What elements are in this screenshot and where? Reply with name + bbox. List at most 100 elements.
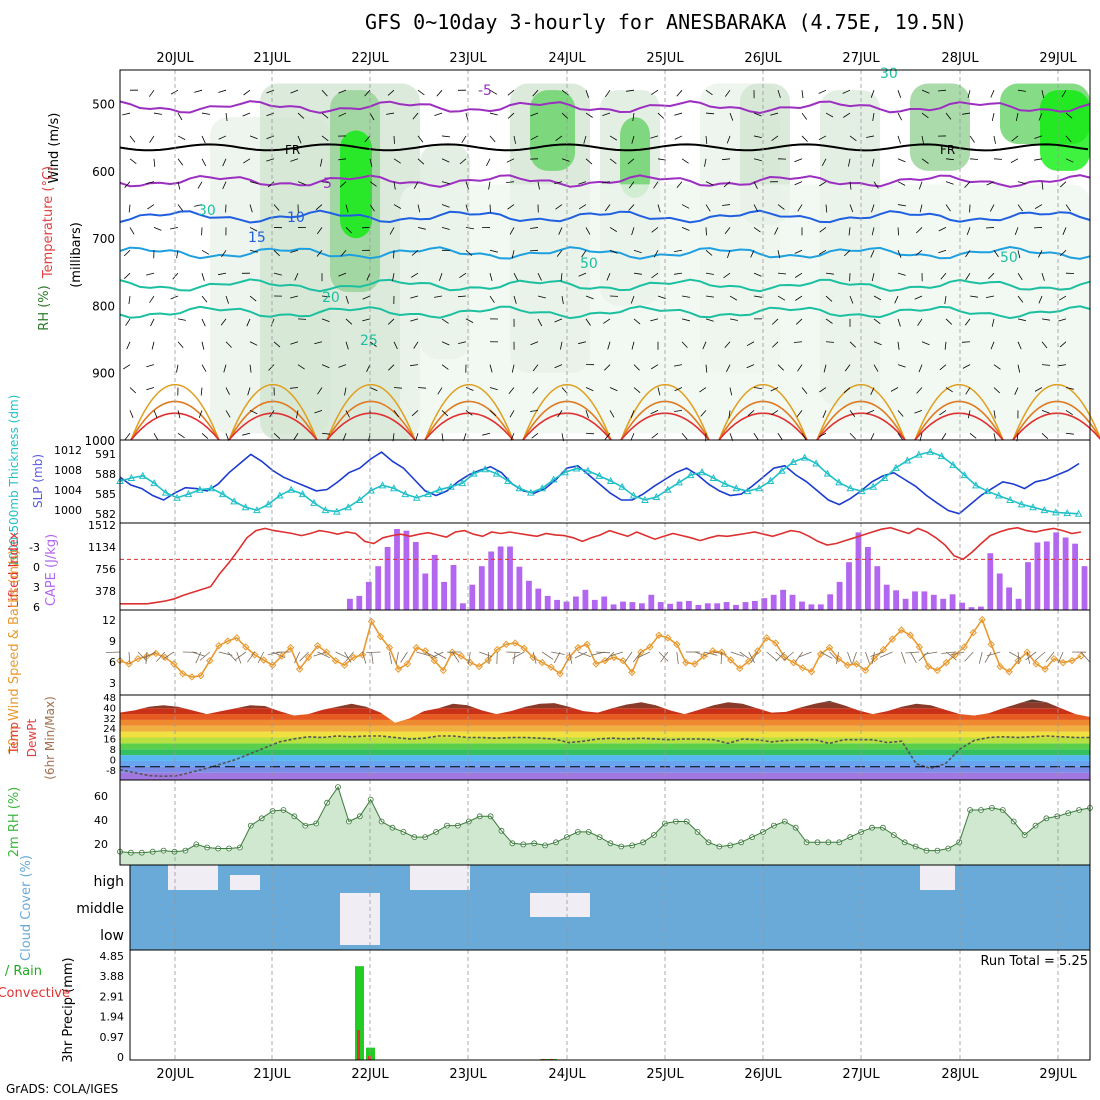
thickness-line-marker <box>196 485 204 493</box>
wind-barb-10m <box>416 651 430 657</box>
wind-speed-marker <box>709 647 717 655</box>
wind-speed-marker <box>933 666 942 675</box>
wind-barb <box>506 181 515 183</box>
wind-barb <box>417 89 425 96</box>
thickness-line-marker <box>492 469 501 477</box>
wind-barb-10m <box>400 651 408 663</box>
wind-speed-marker <box>762 634 771 642</box>
cape-bar <box>930 594 937 610</box>
wind-barb <box>965 387 971 395</box>
wind-barb <box>434 112 443 116</box>
cape-bar <box>1043 541 1050 610</box>
temp-band <box>120 760 1090 767</box>
wind-speed-marker <box>736 664 744 673</box>
wind-barb <box>482 432 491 436</box>
wind-barb <box>650 364 659 370</box>
wind-barb <box>918 364 923 373</box>
wind-barb-10m <box>978 651 983 664</box>
temp-tick: 16 <box>103 735 116 746</box>
cloud-row-label: low <box>100 928 124 944</box>
thickness-line-marker <box>367 486 375 494</box>
wind-barb <box>222 181 227 190</box>
wind-barb <box>897 90 902 98</box>
wind-speed-marker <box>188 673 196 681</box>
wind-barb <box>704 158 707 167</box>
wind-barb <box>537 181 540 190</box>
wind-barb <box>650 410 659 415</box>
wind-barb <box>555 135 563 142</box>
thickness-line-marker <box>663 485 672 493</box>
precip-tick: 1.94 <box>100 1011 125 1024</box>
wind-speed-marker <box>206 656 214 665</box>
wind-barb <box>146 387 155 391</box>
wind-barb-10m <box>852 651 857 664</box>
slp-line <box>119 451 1080 515</box>
thickness-line-marker <box>526 488 535 496</box>
wind-barb <box>844 364 851 372</box>
wind-barb <box>585 387 594 392</box>
wind-barb-10m <box>247 651 256 663</box>
wind-barb <box>753 227 761 233</box>
wind-speed-marker <box>691 660 699 668</box>
wind-barb <box>705 204 711 212</box>
wind-barb <box>417 135 424 143</box>
wind-barb <box>991 112 995 121</box>
wind-barb-10m <box>1045 651 1055 663</box>
wind-barb <box>124 181 131 188</box>
wind-barb <box>753 181 758 189</box>
thickness-tick: 588 <box>95 468 116 481</box>
wind-speed-marker <box>574 643 582 652</box>
cloud-row-label: middle <box>76 901 124 917</box>
slp-axis-label: SLP (mb) <box>31 454 45 508</box>
cloud-gap <box>530 893 590 917</box>
temp-band <box>120 702 1090 709</box>
thickness-line-marker <box>161 488 170 496</box>
cape-bar <box>714 603 721 610</box>
contour-label: 50 <box>1000 250 1018 266</box>
wind-barb <box>724 89 731 97</box>
wind-barb <box>489 112 498 116</box>
wind-barb <box>342 433 347 441</box>
warm-layer-contour <box>816 383 906 441</box>
wind-barb <box>604 364 611 371</box>
date-label-bottom: 26JUL <box>744 1067 782 1082</box>
wind-barb <box>965 272 971 281</box>
wind-barb-10m <box>1080 651 1090 662</box>
wind-barb <box>153 158 156 167</box>
temp-band <box>120 725 1090 732</box>
wind-barb <box>585 410 589 419</box>
wind-barb <box>489 204 491 213</box>
thickness-line-marker <box>709 473 718 482</box>
precip-tick: 3.88 <box>100 970 125 983</box>
wind-barb <box>681 433 688 440</box>
thickness-line-marker <box>812 459 820 467</box>
wind-barb <box>797 204 803 212</box>
wind-barb <box>297 181 306 185</box>
wind-barb <box>794 272 803 278</box>
wind-barb <box>969 295 978 298</box>
wind-speed-marker <box>825 643 834 652</box>
cape-bar <box>516 566 523 610</box>
wind-barb <box>170 89 179 95</box>
wind-barb <box>990 341 995 350</box>
wind-barb <box>897 410 904 417</box>
wind-barb <box>321 89 328 97</box>
wind-speed-marker <box>475 662 483 671</box>
freezing-label: FR <box>285 143 300 157</box>
wind-barb <box>897 181 906 186</box>
thickness-line-marker <box>800 453 809 461</box>
precip-axis-label: 3hr Precip (mm) <box>61 957 76 1062</box>
cape-bar <box>968 607 975 610</box>
wind-barb <box>222 158 227 167</box>
wind-speed-marker <box>673 640 681 649</box>
wind-barb <box>633 387 641 394</box>
wind-barb <box>651 227 659 233</box>
thickness-line-marker <box>1040 506 1049 514</box>
thickness-line-marker <box>835 478 843 486</box>
thickness-line-marker <box>504 476 512 484</box>
wind-barb <box>369 341 377 347</box>
wind-barb <box>967 410 971 419</box>
wind-speed-marker <box>987 640 995 649</box>
wind-speed-marker <box>942 658 951 667</box>
cape-bar <box>780 589 786 610</box>
